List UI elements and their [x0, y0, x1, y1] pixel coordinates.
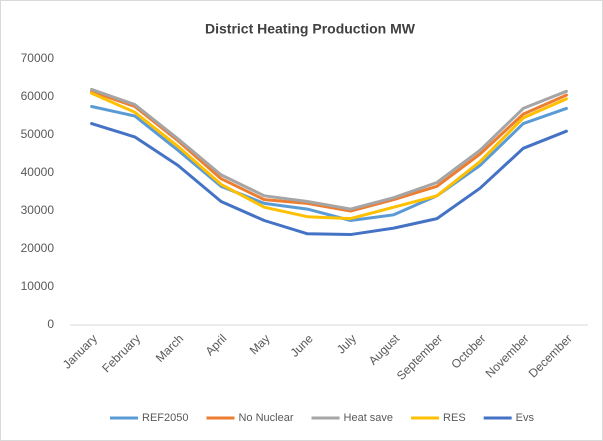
legend-label: REF2050 — [142, 412, 188, 424]
line-series — [90, 91, 568, 221]
y-tick-label: 30000 — [21, 203, 55, 217]
y-tick-label: 0 — [47, 317, 54, 331]
legend-label: Heat save — [344, 412, 394, 424]
y-tick-label: 60000 — [21, 89, 55, 103]
y-tick-label: 50000 — [21, 127, 55, 141]
y-tick-label: 40000 — [21, 165, 55, 179]
line-series — [90, 87, 568, 211]
line-series — [90, 122, 568, 237]
line-series — [90, 105, 568, 222]
legend-label: No Nuclear — [238, 412, 293, 424]
y-tick-label: 10000 — [21, 279, 55, 293]
chart-title: District Heating Production MW — [205, 21, 416, 37]
y-tick-label: 70000 — [21, 51, 55, 65]
legend-label: Evs — [516, 412, 535, 424]
legend-label: RES — [443, 412, 466, 424]
y-tick-label: 20000 — [21, 241, 55, 255]
